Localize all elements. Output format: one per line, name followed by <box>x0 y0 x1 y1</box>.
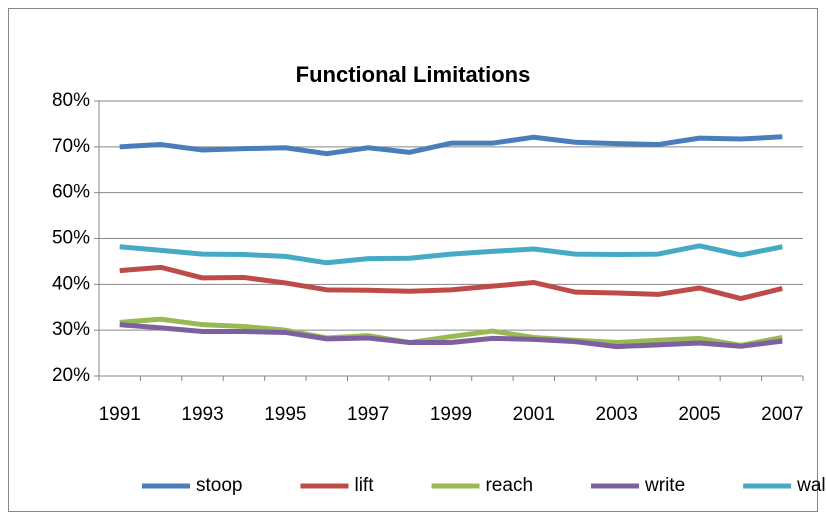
x-tick-label: 1995 <box>264 404 306 425</box>
x-tick-label: 1999 <box>430 404 472 425</box>
legend-label: stoop <box>196 475 242 496</box>
y-tick-label: 80% <box>52 90 90 111</box>
x-tick-label: 1993 <box>181 404 223 425</box>
legend-label: lift <box>354 475 374 496</box>
chart-title: Functional Limitations <box>296 62 531 87</box>
series-line <box>119 134 783 157</box>
series-line <box>119 322 783 350</box>
y-tick-label: 20% <box>52 365 90 386</box>
x-tick-label: 2005 <box>678 404 720 425</box>
x-tick-label: 2007 <box>761 404 803 425</box>
legend-label: write <box>644 475 685 496</box>
series-line <box>119 264 783 302</box>
x-tick-label: 2003 <box>596 404 638 425</box>
y-tick-label: 50% <box>52 228 90 249</box>
y-tick-label: 30% <box>52 319 90 340</box>
y-tick-label: 60% <box>52 182 90 203</box>
series-line <box>119 243 783 266</box>
legend-label: walk <box>796 475 826 496</box>
y-tick-label: 70% <box>52 136 90 157</box>
y-tick-label: 40% <box>52 273 90 294</box>
series-line <box>119 316 783 348</box>
x-tick-label: 1997 <box>347 404 389 425</box>
legend-label: reach <box>485 475 533 496</box>
x-tick-label: 1991 <box>99 404 141 425</box>
x-tick-label: 2001 <box>513 404 555 425</box>
